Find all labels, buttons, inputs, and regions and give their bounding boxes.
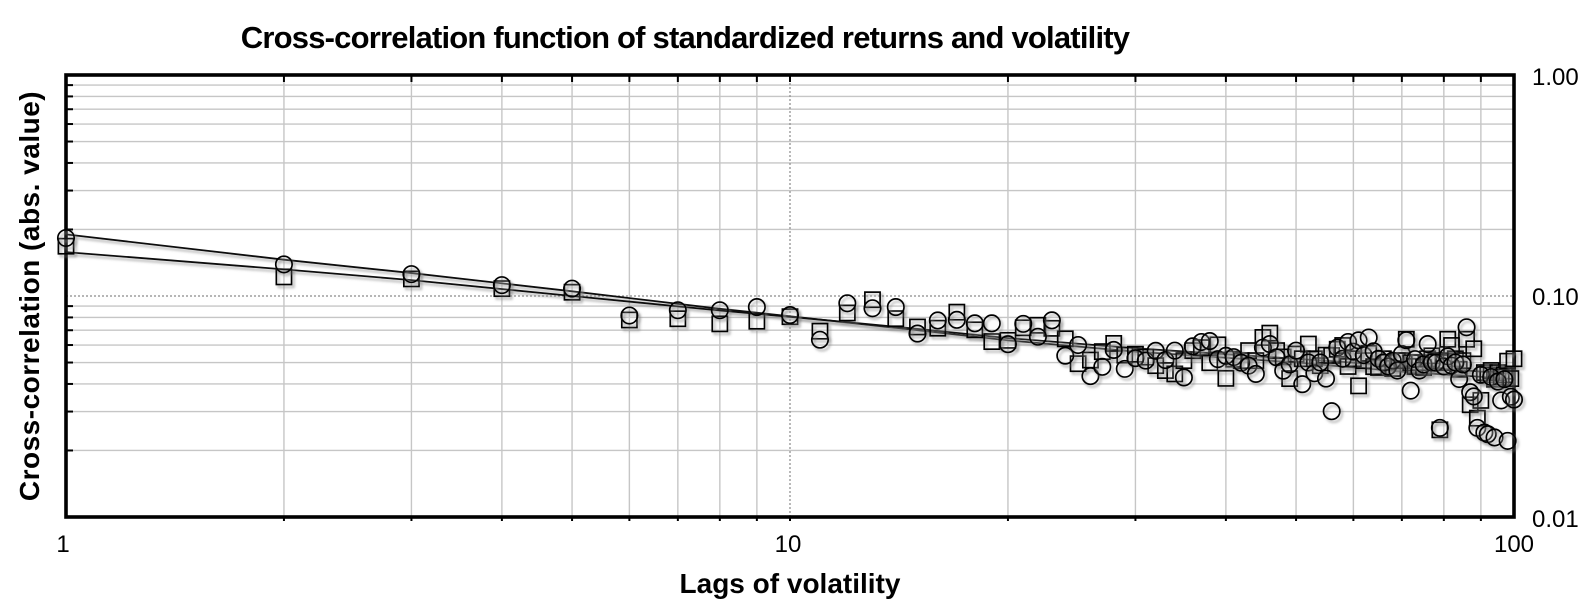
marker-square-lag100 — [1505, 350, 1523, 368]
marker-circle-lag10 — [780, 305, 800, 325]
marker-circle-lag54 — [1311, 353, 1330, 372]
marker-circle-lag19 — [982, 314, 1001, 333]
marker-circle-lag79 — [1430, 418, 1449, 437]
marker-circle-lag88 — [1464, 387, 1483, 406]
y-tick-label-0.10: 0.10 — [1532, 284, 1579, 311]
x-axis-title: Lags of volatility — [679, 568, 901, 599]
marker-circle-lag13 — [863, 299, 882, 318]
marker-circle-lag84 — [1450, 369, 1469, 389]
marker-circle-lag71 — [1397, 331, 1416, 350]
y-tick-label-1.00: 1.00 — [1532, 64, 1579, 91]
marker-circle-lag16 — [928, 311, 947, 330]
marker-circle-lag3 — [402, 265, 421, 284]
marker-circle-lag26 — [1081, 367, 1100, 386]
marker-circle-lag28 — [1104, 340, 1123, 360]
marker-circle-lag8 — [710, 301, 729, 320]
marker-circle-lag7 — [668, 301, 687, 320]
marker-circle-lag86 — [1457, 318, 1476, 337]
marker-circle-lag23 — [1042, 311, 1061, 330]
marker-circle-lag38 — [1200, 332, 1219, 351]
marker-square-lag40 — [1217, 369, 1235, 387]
marker-circle-lag55 — [1316, 369, 1336, 388]
marker-circle-lag25 — [1069, 335, 1088, 355]
marker-circle-lag72 — [1401, 381, 1420, 400]
marker-circle-lag44 — [1246, 364, 1265, 383]
marker-circle-lag100 — [1504, 390, 1524, 409]
marker-circle-lag97 — [1495, 370, 1514, 389]
marker-circle-lag21 — [1014, 314, 1033, 333]
marker-square-lag19 — [983, 333, 1001, 351]
marker-circle-lag15 — [908, 324, 927, 343]
marker-circle-lag24 — [1056, 346, 1075, 365]
y-tick-label-0.01: 0.01 — [1532, 506, 1579, 533]
marker-circle-lag20 — [998, 335, 1017, 354]
marker-square-lag61 — [1350, 377, 1368, 395]
x-tick-label-1: 1 — [56, 531, 70, 558]
marker-circle-lag76 — [1418, 335, 1437, 354]
marker-circle-lag69 — [1388, 361, 1407, 380]
marker-circle-lag9 — [747, 298, 766, 317]
marker-circle-lag85 — [1453, 355, 1472, 374]
marker-circle-lag5 — [563, 279, 582, 298]
marker-circle-lag4 — [492, 276, 511, 295]
marker-circle-lag22 — [1028, 327, 1047, 346]
x-tick-label-100: 100 — [1493, 531, 1535, 558]
marker-circle-lag29 — [1115, 359, 1134, 378]
marker-circle-lag50 — [1287, 341, 1306, 360]
marker-circle-lag14 — [886, 298, 905, 317]
marker-circle-lag18 — [965, 314, 984, 333]
marker-circle-lag51 — [1293, 375, 1312, 394]
marker-circle-lag11 — [810, 330, 830, 349]
marker-circle-lag12 — [838, 294, 857, 313]
marker-circle-lag27 — [1093, 357, 1112, 376]
marker-circle-lag34 — [1165, 341, 1184, 360]
marker-circle-lag98 — [1498, 431, 1517, 450]
marker-circle-lag2 — [274, 255, 293, 274]
marker-circle-lag17 — [947, 310, 966, 329]
marker-circle-lag56 — [1322, 402, 1341, 421]
marker-circle-lag6 — [620, 306, 639, 325]
marker-circle-lag1 — [56, 228, 76, 248]
marker-circle-lag35 — [1174, 368, 1193, 387]
chart-title: Cross-correlation function of standardiz… — [240, 20, 1130, 55]
marker-square-lag88 — [1465, 340, 1483, 358]
x-tick-label-10: 10 — [774, 531, 802, 558]
